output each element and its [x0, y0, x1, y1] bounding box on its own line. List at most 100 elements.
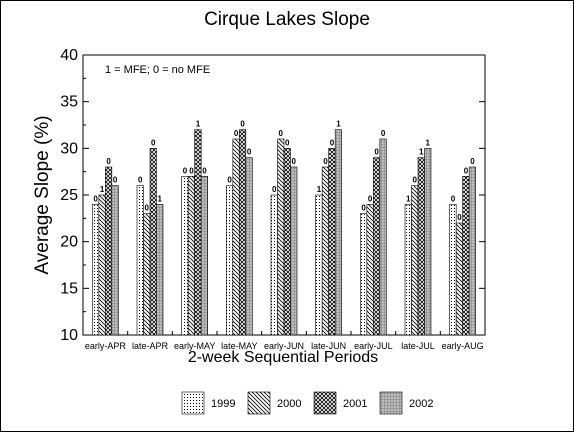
bar-2002-late-MAY: [245, 157, 253, 336]
mfe-label: 0: [234, 129, 239, 138]
mfe-label: 0: [202, 166, 207, 175]
bar-2000-early-AUG: [455, 222, 463, 336]
mfe-label: 0: [151, 138, 156, 147]
mfe-label: 0: [330, 138, 335, 147]
bar-2000-late-MAY: [232, 138, 240, 336]
legend-label: 2001: [343, 398, 367, 410]
mfe-label: 0: [413, 176, 418, 185]
mfe-label: 1: [336, 120, 341, 129]
bar-2001-early-APR: [105, 166, 113, 336]
mfe-label: 0: [464, 166, 469, 175]
y-tick-label: 15: [60, 280, 78, 297]
mfe-label: 0: [138, 176, 143, 185]
bar-2002-early-MAY: [200, 176, 208, 336]
bar-1999-late-APR: [136, 185, 144, 336]
legend: 1999 2000 2001 2002: [181, 391, 433, 415]
x-tick-label: early-JUN: [264, 341, 304, 351]
bar-1999-late-JUL: [404, 204, 412, 336]
bar-2001-late-MAY: [239, 129, 247, 336]
mfe-label: 0: [361, 204, 366, 213]
x-axis: early-APR late-APR early-MAY late-MAY early-…: [85, 331, 484, 351]
bar-2001-late-APR: [149, 148, 157, 336]
mfe-label: 0: [279, 129, 284, 138]
bar-2002-early-JUN: [290, 166, 298, 336]
bar-2002-early-JUL: [379, 138, 387, 336]
bar-2002-early-APR: [111, 185, 119, 336]
mfe-label: 1: [317, 185, 322, 194]
mfe-label: 0: [113, 176, 118, 185]
mfe-label: 1: [100, 185, 105, 194]
x-tick-label: late-JUN: [311, 341, 346, 351]
bar-2002-late-APR: [156, 204, 164, 336]
legend-label: 2002: [409, 398, 433, 410]
bar-1999-early-APR: [92, 204, 100, 336]
bar-2002-early-AUG: [468, 166, 476, 336]
x-tick-label: late-APR: [132, 341, 169, 351]
mfe-label: 1: [406, 194, 411, 203]
legend-swatch-2002: [379, 391, 403, 415]
x-tick-label: early-AUG: [442, 341, 484, 351]
mfe-label: 1: [158, 194, 163, 203]
bar-1999-early-AUG: [449, 204, 457, 336]
mfe-label: 0: [368, 194, 373, 203]
bar-2000-early-JUL: [366, 204, 374, 336]
mfe-label: 0: [183, 166, 188, 175]
bar-2000-late-JUN: [321, 166, 329, 336]
legend-swatch-2000: [247, 391, 271, 415]
bar-2002-late-JUL: [424, 148, 432, 336]
x-tick-label: late-JUL: [401, 341, 435, 351]
bar-2000-early-APR: [98, 194, 106, 336]
mfe-label: 0: [457, 213, 462, 222]
mfe-label: 0: [272, 185, 277, 194]
legend-label: 2000: [277, 398, 301, 410]
bar-1999-early-MAY: [181, 176, 189, 336]
bar-1999-early-JUN: [270, 194, 278, 336]
mfe-label: 0: [145, 204, 150, 213]
mfe-label: 0: [93, 194, 98, 203]
y-axis-label: Average Slope (%): [32, 115, 53, 274]
y-tick-label: 10: [60, 327, 78, 344]
mfe-label: 0: [285, 138, 290, 147]
bar-1999-early-JUL: [360, 213, 368, 336]
bar-2001-early-JUN: [283, 148, 291, 336]
y-tick-label: 30: [60, 140, 78, 157]
y-tick-label: 35: [60, 94, 78, 111]
mfe-label: 0: [247, 148, 252, 157]
x-axis-label: 2-week Sequential Periods: [188, 349, 378, 366]
bar-2000-early-MAY: [187, 176, 195, 336]
mfe-label: 0: [189, 166, 194, 175]
y-tick-label: 25: [60, 187, 78, 204]
mfe-label: 0: [374, 148, 379, 157]
bar-1999-late-JUN: [315, 194, 323, 336]
mfe-label: 0: [470, 157, 475, 166]
mfe-label: 1: [426, 138, 431, 147]
bar-1999-late-MAY: [226, 185, 234, 336]
bar-2001-late-JUL: [417, 157, 425, 336]
mfe-label: 0: [106, 157, 111, 166]
legend-swatch-1999: [181, 391, 205, 415]
bar-2000-late-APR: [143, 213, 151, 336]
mfe-label: 0: [292, 157, 297, 166]
bar-2000-late-JUL: [411, 185, 419, 336]
x-tick-label: late-MAY: [221, 341, 257, 351]
y-tick-label: 40: [60, 47, 78, 64]
mfe-label: 1: [419, 148, 424, 157]
bar-2001-early-JUL: [373, 157, 381, 336]
mfe-annotation: 1 = MFE; 0 = no MFE: [105, 64, 210, 76]
x-tick-label: early-JUL: [354, 341, 393, 351]
bar-2002-late-JUN: [334, 129, 342, 336]
mfe-label: 0: [227, 176, 232, 185]
bar-2000-early-JUN: [277, 138, 285, 336]
mfe-label: 0: [381, 129, 386, 138]
mfe-label: 1: [196, 120, 201, 129]
legend-swatch-2001: [313, 391, 337, 415]
bar-2001-early-MAY: [194, 129, 202, 336]
y-tick-label: 20: [60, 234, 78, 251]
x-tick-label: early-MAY: [174, 341, 215, 351]
mfe-label: 0: [451, 194, 456, 203]
chart-title: Cirque Lakes Slope: [204, 9, 370, 30]
mfe-label: 0: [323, 157, 328, 166]
x-tick-label: early-APR: [85, 341, 127, 351]
